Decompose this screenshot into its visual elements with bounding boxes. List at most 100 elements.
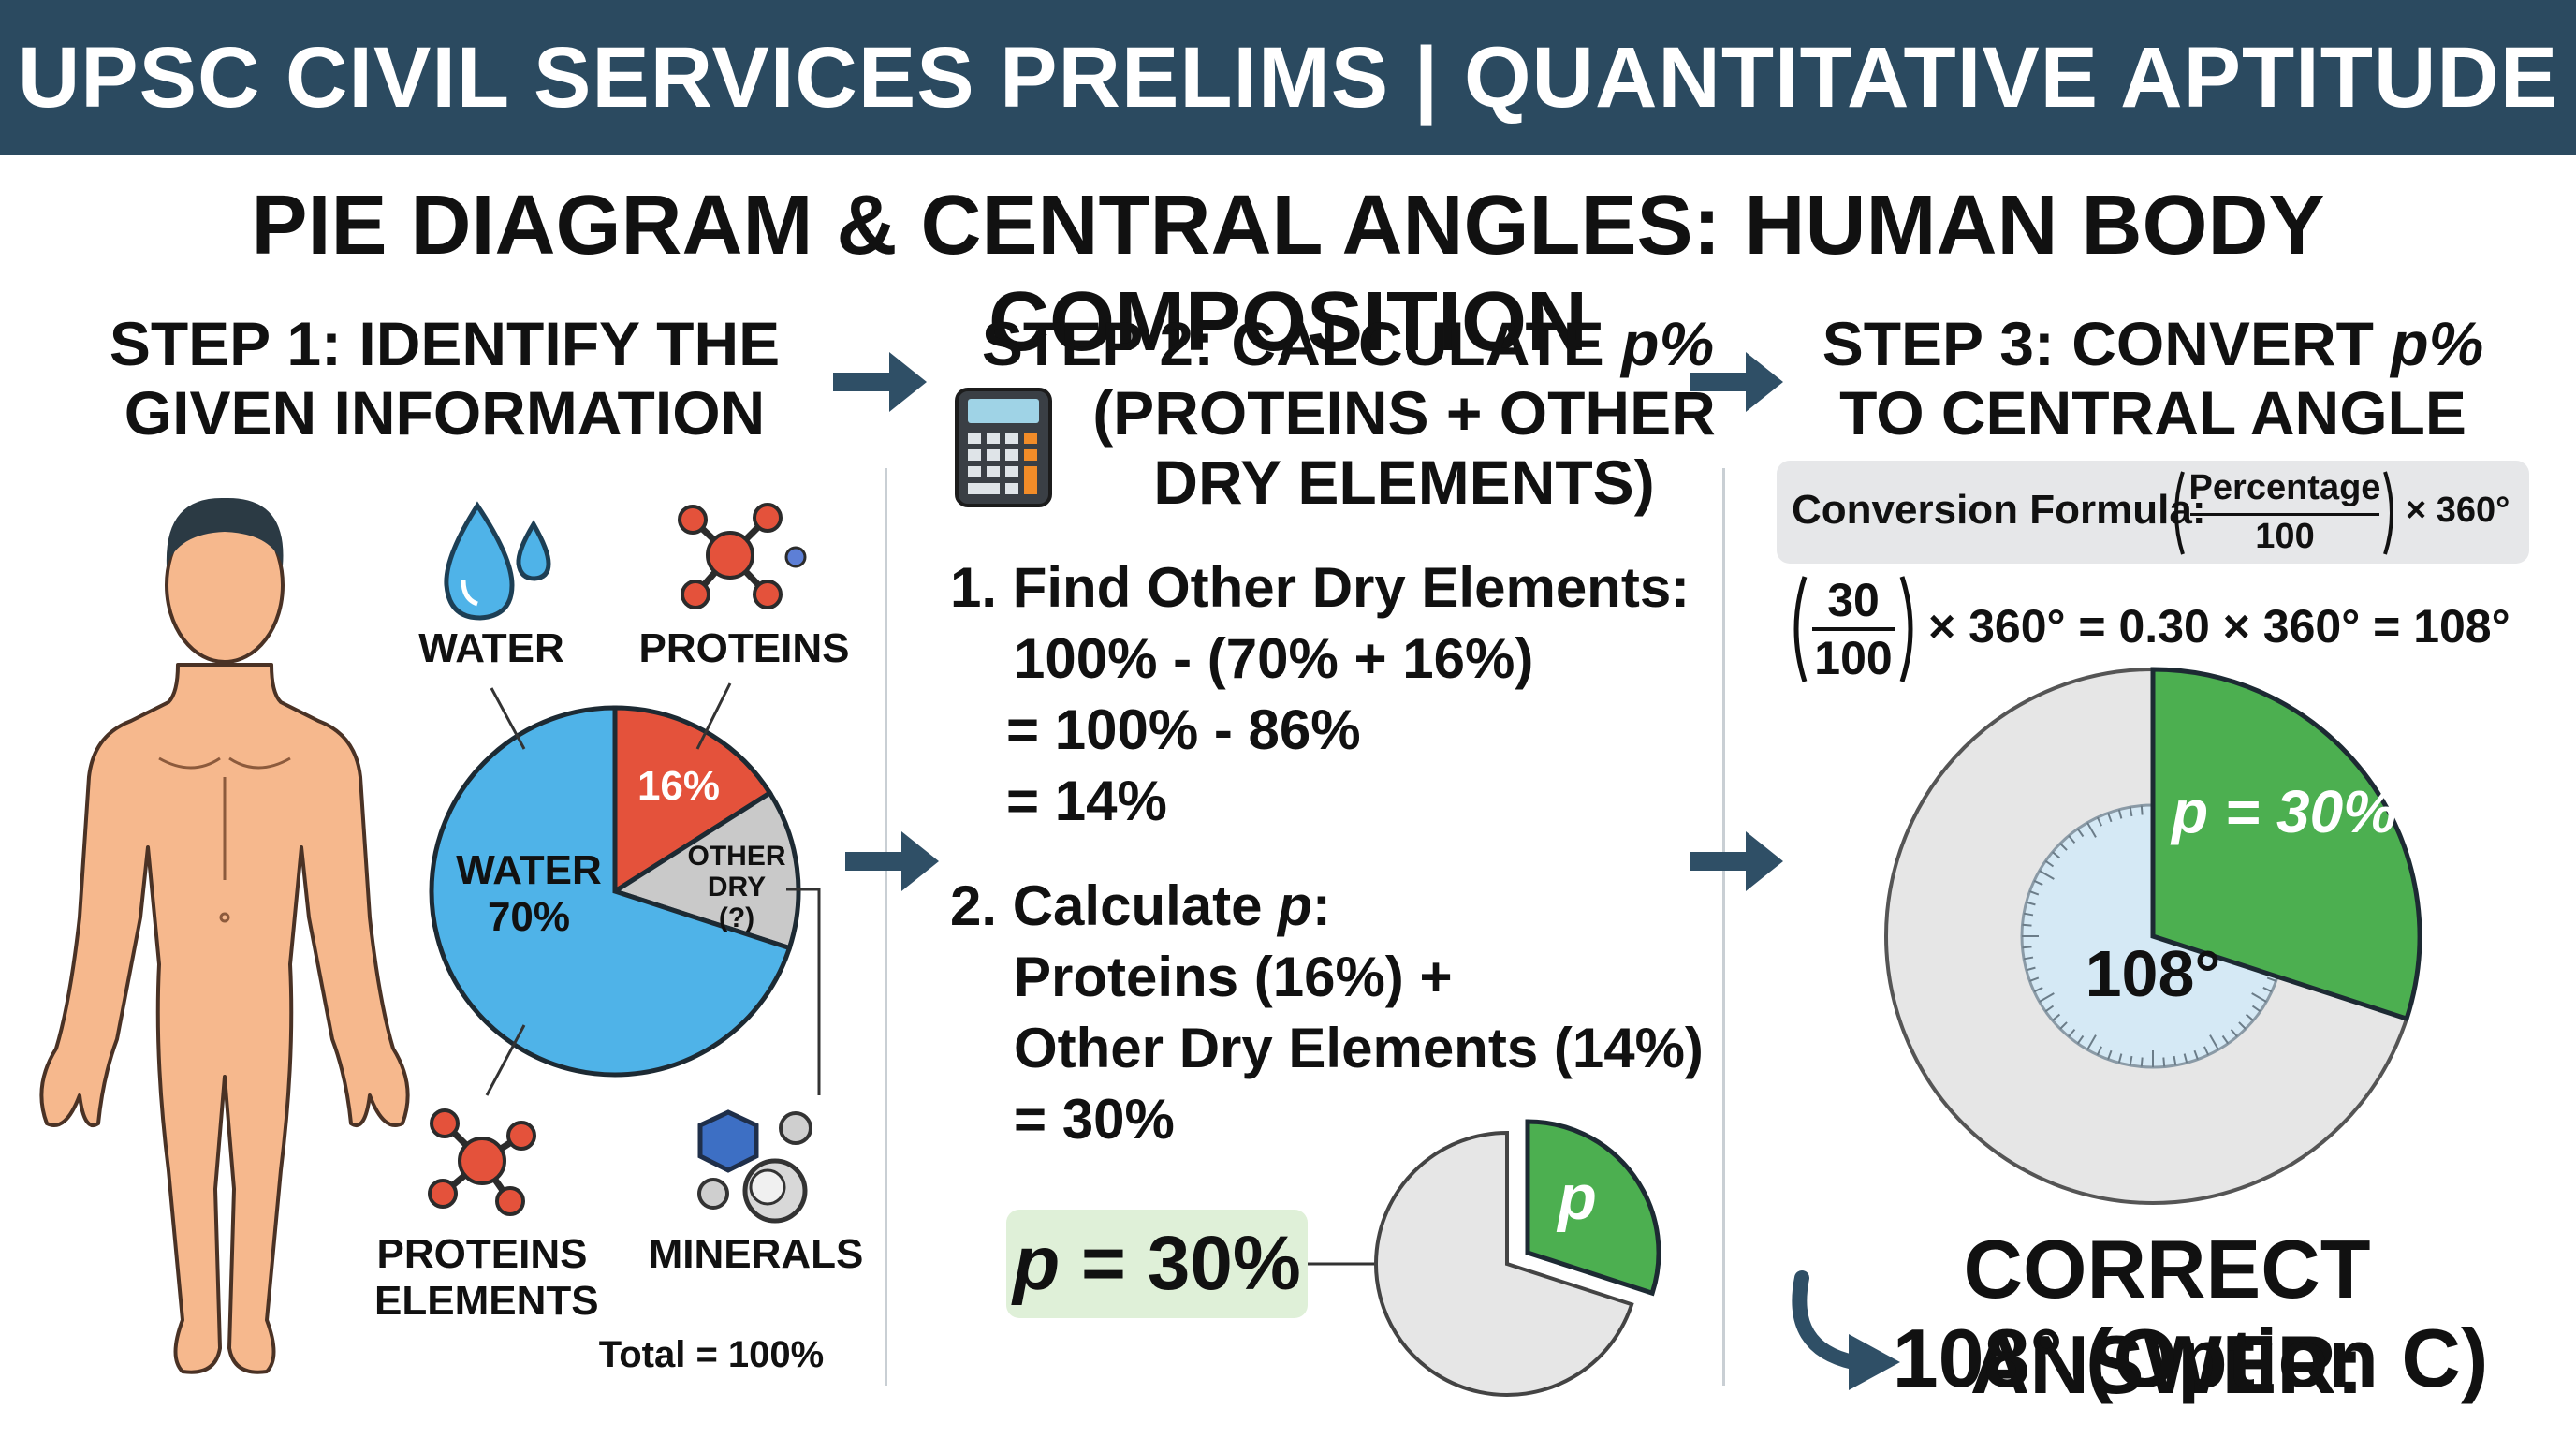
calc-tail: × 360° = 0.30 × 360° = 108° [1928, 600, 2510, 653]
page-subtitle: PIE DIAGRAM & CENTRAL ANGLES: HUMAN BODY… [251, 179, 2325, 369]
step3-heading: STEP 3: CONVERT p% TO CENTRAL ANGLE [1760, 309, 2546, 448]
step2-heading: STEP 2: CALCULATE p% (PROTEINS + OTHER D… [945, 309, 1750, 517]
pie-slice-water [429, 705, 793, 1078]
proteins-label: PROTEINS [638, 625, 850, 671]
protractor-tick [2022, 923, 2032, 927]
protractor-tick [2022, 946, 2032, 949]
protractor-tick [2096, 816, 2102, 827]
protractor-tick [2251, 992, 2267, 1003]
step2-part1: 1. Find Other Dry Elements: 100% - (70% … [950, 552, 1718, 837]
protractor-tick [2039, 870, 2055, 880]
protractor-tick [2221, 1034, 2230, 1045]
protractor-tick [2086, 1034, 2097, 1050]
divider-left [885, 468, 887, 1386]
protractor-tick [2193, 1049, 2199, 1060]
protractor-tick [2209, 1034, 2219, 1050]
pie-label-water: WATER 70% [449, 847, 608, 941]
pie-slice-p [2150, 667, 2422, 1022]
protractor-tick [2129, 806, 2133, 817]
protractor-tick [2107, 1049, 2113, 1060]
central-angle-chart [1884, 667, 2422, 1205]
human-body-icon [39, 497, 410, 1374]
calc-paren-right [1899, 576, 1913, 682]
arrow-icon [1690, 831, 1783, 891]
pie-label-proteins: 16% [637, 763, 721, 809]
step1-title-line1: STEP 1: IDENTIFY THE [109, 309, 781, 378]
proteins-elements-label-2: ELEMENTS [374, 1278, 599, 1324]
angle-slice-label: p = 30% [2171, 778, 2397, 845]
calc-paren-left [1793, 576, 1808, 682]
protractor-tick [2266, 976, 2276, 982]
step2-part2: 2. Calculate p: Proteins (16%) + Other D… [950, 871, 1718, 1155]
proteins-elements-label-1: PROTEINS [376, 1231, 588, 1277]
protractor-tick [2203, 1046, 2210, 1056]
protractor-tick [2117, 1053, 2123, 1064]
step2-title-var: p% [1621, 309, 1715, 378]
arrow-icon [1690, 352, 1783, 412]
protein-molecule-icon [678, 503, 807, 609]
protractor-tick [2076, 1034, 2085, 1045]
formula-paren-left [2174, 471, 2185, 555]
part2-heading-text: 2. Calculate [950, 874, 1279, 937]
p-pie-chart [1374, 1119, 1661, 1397]
protractor-tick [2026, 966, 2036, 972]
protractor-tick [2044, 859, 2055, 868]
part2-heading-end: : [1311, 874, 1331, 937]
protractor-tick [2059, 1021, 2068, 1030]
protractor-tick [2033, 879, 2043, 886]
pie-other-label-1: OTHER [687, 841, 786, 872]
protractor-tick [2052, 851, 2061, 859]
formula-tail: × 360° [2406, 491, 2510, 530]
protractor-tick [2162, 1057, 2166, 1067]
pie-label-other: OTHER DRY (?) [676, 841, 798, 933]
protractor-tick [2183, 1053, 2188, 1064]
protractor-tick [2023, 956, 2034, 961]
formula-denominator: 100 [2255, 517, 2315, 556]
part1-line1: 100% - (70% + 16%) [1014, 627, 1534, 690]
part1-heading: 1. Find Other Dry Elements: [950, 556, 1690, 619]
protractor-tick [2068, 1028, 2076, 1037]
protractor-tick [2052, 1013, 2061, 1021]
calculator-icon [955, 388, 1052, 507]
part1-line3: = 14% [1006, 770, 1167, 832]
water-drop-icon [444, 501, 551, 621]
mineral-icon [697, 1109, 812, 1224]
formula-paren-right [2383, 471, 2393, 555]
step3-title-line1: STEP 3: CONVERT [1822, 309, 2374, 378]
protractor-tick [2230, 1028, 2238, 1037]
part1-line2: = 100% - 86% [1006, 698, 1361, 761]
protractor-tick [2096, 1046, 2102, 1056]
part2-line2: Other Dry Elements (14%) [1014, 1017, 1704, 1079]
protractor-tick [2044, 1005, 2055, 1013]
p-result-box: p = 30% [1006, 1210, 1308, 1318]
proteins-elements-label: PROTEINS ELEMENTS [374, 1231, 599, 1325]
formula-numerator: Percentage [2188, 468, 2381, 507]
total-label: Total = 100% [598, 1334, 825, 1375]
formula-fraction-bar [2190, 513, 2379, 516]
part2-heading: 2. Calculate p: [950, 871, 1718, 942]
protractor-tick [2023, 912, 2034, 917]
protractor-tick [2026, 901, 2036, 906]
protractor-tick [2068, 835, 2076, 844]
step2-title-line2: (PROTEINS + OTHER [1092, 378, 1716, 448]
protractor-tick [2140, 805, 2144, 815]
protractor-tick [2029, 976, 2040, 982]
p-slice-label: p [1540, 1161, 1615, 1234]
arrow-icon [1792, 1270, 1900, 1390]
protractor-tick [2029, 890, 2040, 896]
protractor-tick [2086, 822, 2097, 838]
calc-numerator: 30 [1827, 574, 1880, 626]
protractor-tick [2039, 992, 2055, 1003]
protractor-tick [2238, 1021, 2247, 1030]
pie-slice-proteins [612, 705, 773, 896]
protractor-tick [2129, 1055, 2133, 1066]
minerals-label: MINERALS [648, 1231, 864, 1277]
arrow-icon [845, 831, 939, 891]
step1-title-line2: GIVEN INFORMATION [124, 378, 766, 448]
divider-right [1722, 468, 1725, 1386]
protractor-tick [2033, 987, 2043, 993]
title-banner: UPSC CIVIL SERVICES PRELIMS | QUANTITATI… [0, 0, 2576, 155]
composition-pie-chart [429, 705, 801, 1078]
protractor-tick [2251, 1005, 2261, 1013]
protractor-tick [2245, 1013, 2254, 1021]
